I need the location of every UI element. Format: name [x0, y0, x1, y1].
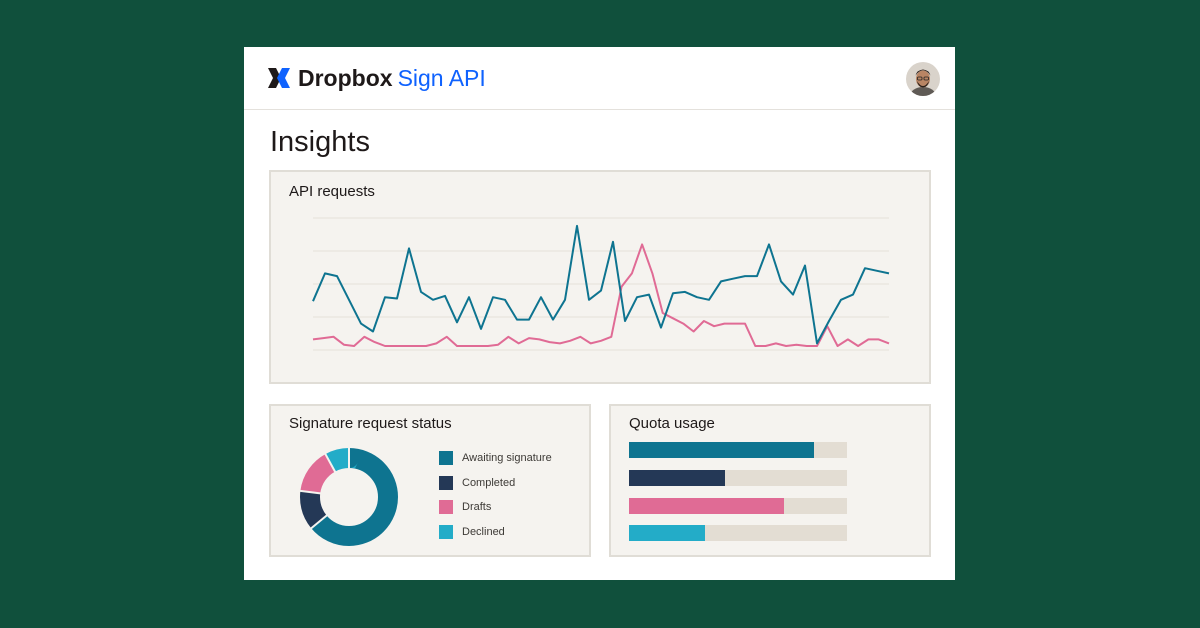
brand-name: Dropbox — [298, 65, 393, 91]
legend-label: Awaiting signature — [462, 452, 552, 464]
quota-bar — [629, 498, 784, 514]
quota-usage-panel: Quota usage — [609, 404, 931, 557]
api-requests-series-line-0 — [312, 224, 890, 345]
quota-bar — [629, 470, 725, 486]
donut-slice-completed — [300, 448, 398, 546]
insights-card: Dropbox Sign API Insights API requests Si… — [244, 47, 955, 580]
quota-bar-track — [629, 525, 847, 541]
legend-label: Drafts — [462, 501, 492, 513]
signature-status-donut-chart — [299, 447, 398, 546]
donut-separator — [324, 452, 337, 473]
quota-usage-title: Quota usage — [629, 415, 715, 432]
quota-bar-track — [629, 442, 847, 458]
legend-swatch — [439, 524, 453, 539]
user-avatar[interactable] — [906, 62, 940, 96]
quota-bar-track — [629, 470, 847, 486]
signature-status-title: Signature request status — [289, 415, 452, 432]
avatar-icon — [906, 62, 940, 96]
quota-bar — [629, 442, 815, 458]
signature-status-legend: Awaiting signature Completed Drafts Decl… — [439, 450, 552, 548]
legend-item: Declined — [439, 524, 552, 549]
page-title: Insights — [270, 126, 370, 158]
legend-label: Completed — [462, 476, 516, 489]
donut-separator — [299, 489, 322, 495]
legend-label: Declined — [462, 525, 505, 538]
api-requests-chart — [312, 217, 890, 351]
legend-swatch — [439, 475, 453, 490]
quota-bar-track — [629, 498, 847, 514]
signature-status-panel: Signature request status Awaiting signat… — [269, 404, 591, 557]
quota-bar — [629, 525, 706, 541]
donut-separators — [299, 447, 350, 530]
brand-logo[interactable]: Dropbox Sign API — [298, 64, 486, 92]
product-name: Sign API — [397, 65, 486, 91]
api-requests-series-line-1 — [312, 243, 890, 347]
legend-swatch — [439, 451, 453, 465]
legend-item: Completed — [439, 475, 552, 500]
legend-swatch — [439, 500, 453, 514]
api-requests-panel: API requests — [269, 170, 931, 384]
top-bar: Dropbox Sign API — [244, 47, 955, 110]
api-requests-title: API requests — [289, 183, 375, 200]
donut-separator — [309, 514, 329, 530]
dropbox-sign-logo-icon[interactable] — [268, 68, 290, 88]
legend-item: Drafts — [439, 499, 552, 524]
legend-item: Awaiting signature — [439, 450, 552, 475]
